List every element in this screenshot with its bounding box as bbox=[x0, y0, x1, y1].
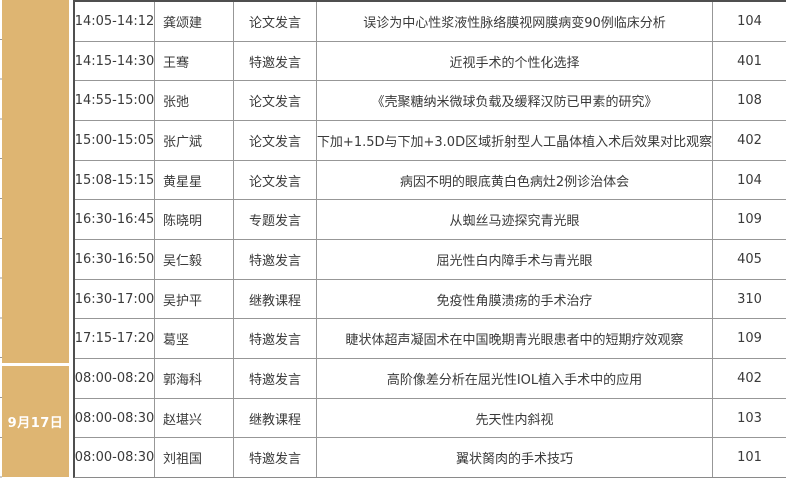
room-number: 104 bbox=[737, 13, 762, 29]
talk-title: 睫状体超声凝固术在中国晚期青光眼患者中的短期疗效观察 bbox=[317, 319, 713, 359]
room-number: 405 bbox=[737, 251, 762, 267]
table-row: 08:00-08:30 赵堪兴 继教课程 先天性内斜视 103 bbox=[75, 398, 786, 439]
date-label: 9月17日 bbox=[7, 416, 64, 431]
speaker-name: 张广斌 bbox=[155, 121, 234, 160]
speaker-name: 张弛 bbox=[155, 81, 234, 121]
speaker-name: 郭海科 bbox=[155, 359, 234, 398]
room-number: 104 bbox=[737, 172, 762, 188]
speaker-name: 吴仁毅 bbox=[155, 240, 234, 279]
room-number: 108 bbox=[737, 93, 762, 109]
session-time: 17:15-17:20 bbox=[75, 319, 155, 359]
session-time: 15:08-15:15 bbox=[75, 160, 155, 200]
session-type: 论文发言 bbox=[234, 81, 317, 121]
session-type: 继教课程 bbox=[234, 279, 317, 319]
speaker-name: 吴护平 bbox=[155, 279, 234, 319]
table-row: 14:55-15:00 张弛 论文发言 《壳聚糖纳米微球负载及缓释汉防已甲素的研… bbox=[75, 81, 786, 122]
room-number: 103 bbox=[737, 410, 762, 426]
table-row: 16:30-16:45 陈晓明 专题发言 从蜘丝马迹探究青光眼 109 bbox=[75, 200, 786, 241]
session-type: 论文发言 bbox=[234, 121, 317, 160]
date-column: 9月17日 bbox=[2, 0, 69, 477]
room-number: 402 bbox=[737, 132, 762, 148]
date-cell-empty bbox=[2, 0, 69, 363]
room-number: 310 bbox=[737, 291, 762, 307]
talk-title: 先天性内斜视 bbox=[317, 398, 713, 438]
room-number: 109 bbox=[737, 331, 762, 347]
session-time: 16:30-16:50 bbox=[75, 240, 155, 279]
session-time: 16:30-16:45 bbox=[75, 200, 155, 240]
table-row: 15:00-15:05 张广斌 论文发言 下加+1.5D与下加+3.0D区域折射… bbox=[75, 121, 786, 161]
speaker-name: 赵堪兴 bbox=[155, 398, 234, 438]
room-number: 101 bbox=[737, 450, 762, 466]
table-row: 08:00-08:20 郭海科 特邀发言 高阶像差分析在屈光性IOL植入手术中的… bbox=[75, 359, 786, 399]
date-cell-divider bbox=[2, 363, 69, 366]
table-row: 16:30-17:00 吴护平 继教课程 免疫性角膜溃疡的手术治疗 310 bbox=[75, 279, 786, 320]
table-row: 14:05-14:12 龚颂建 论文发言 误诊为中心性浆液性脉络膜视网膜病变90… bbox=[75, 2, 786, 42]
session-type: 特邀发言 bbox=[234, 41, 317, 81]
session-type: 特邀发言 bbox=[234, 359, 317, 398]
table-row: 17:15-17:20 葛坚 特邀发言 睫状体超声凝固术在中国晚期青光眼患者中的… bbox=[75, 319, 786, 360]
session-time: 14:15-14:30 bbox=[75, 41, 155, 81]
table-row: 14:15-14:30 王骞 特邀发言 近视手术的个性化选择 401 bbox=[75, 41, 786, 82]
speaker-name: 黄星星 bbox=[155, 160, 234, 200]
cropped-left-column bbox=[0, 0, 2, 478]
speaker-name: 陈晓明 bbox=[155, 200, 234, 240]
session-type: 论文发言 bbox=[234, 160, 317, 200]
session-type: 特邀发言 bbox=[234, 240, 317, 279]
session-time: 14:05-14:12 bbox=[75, 2, 155, 41]
talk-title: 屈光性白内障手术与青光眼 bbox=[317, 240, 713, 279]
session-time: 08:00-08:30 bbox=[75, 398, 155, 438]
session-time: 14:55-15:00 bbox=[75, 81, 155, 121]
session-time: 16:30-17:00 bbox=[75, 279, 155, 319]
talk-title: 翼状胬肉的手术技巧 bbox=[317, 438, 713, 478]
schedule-table: 14:05-14:12 龚颂建 论文发言 误诊为中心性浆液性脉络膜视网膜病变90… bbox=[73, 0, 786, 478]
room-number: 402 bbox=[737, 370, 762, 386]
session-type: 继教课程 bbox=[234, 398, 317, 438]
talk-title: 病因不明的眼底黄白色病灶2例诊治体会 bbox=[317, 160, 713, 200]
speaker-name: 葛坚 bbox=[155, 319, 234, 359]
talk-title: 免疫性角膜溃疡的手术治疗 bbox=[317, 279, 713, 319]
session-time: 08:00-08:20 bbox=[75, 359, 155, 398]
talk-title: 《壳聚糖纳米微球负载及缓释汉防已甲素的研究》 bbox=[317, 81, 713, 121]
session-time: 08:00-08:30 bbox=[75, 438, 155, 478]
speaker-name: 王骞 bbox=[155, 41, 234, 81]
talk-title: 近视手术的个性化选择 bbox=[317, 41, 713, 81]
session-type: 论文发言 bbox=[234, 2, 317, 41]
talk-title: 误诊为中心性浆液性脉络膜视网膜病变90例临床分析 bbox=[317, 2, 713, 41]
session-time: 15:00-15:05 bbox=[75, 121, 155, 160]
talk-title: 下加+1.5D与下加+3.0D区域折射型人工晶体植入术后效果对比观察 bbox=[317, 121, 713, 160]
room-number: 109 bbox=[737, 212, 762, 228]
session-type: 专题发言 bbox=[234, 200, 317, 240]
session-type: 特邀发言 bbox=[234, 438, 317, 478]
table-row: 15:08-15:15 黄星星 论文发言 病因不明的眼底黄白色病灶2例诊治体会 … bbox=[75, 160, 786, 201]
speaker-name: 龚颂建 bbox=[155, 2, 234, 41]
session-type: 特邀发言 bbox=[234, 319, 317, 359]
talk-title: 从蜘丝马迹探究青光眼 bbox=[317, 200, 713, 240]
speaker-name: 刘祖国 bbox=[155, 438, 234, 478]
table-row: 08:00-08:30 刘祖国 特邀发言 翼状胬肉的手术技巧 101 bbox=[75, 438, 786, 478]
table-row: 16:30-16:50 吴仁毅 特邀发言 屈光性白内障手术与青光眼 405 bbox=[75, 240, 786, 280]
talk-title: 高阶像差分析在屈光性IOL植入手术中的应用 bbox=[317, 359, 713, 398]
room-number: 401 bbox=[737, 53, 762, 69]
